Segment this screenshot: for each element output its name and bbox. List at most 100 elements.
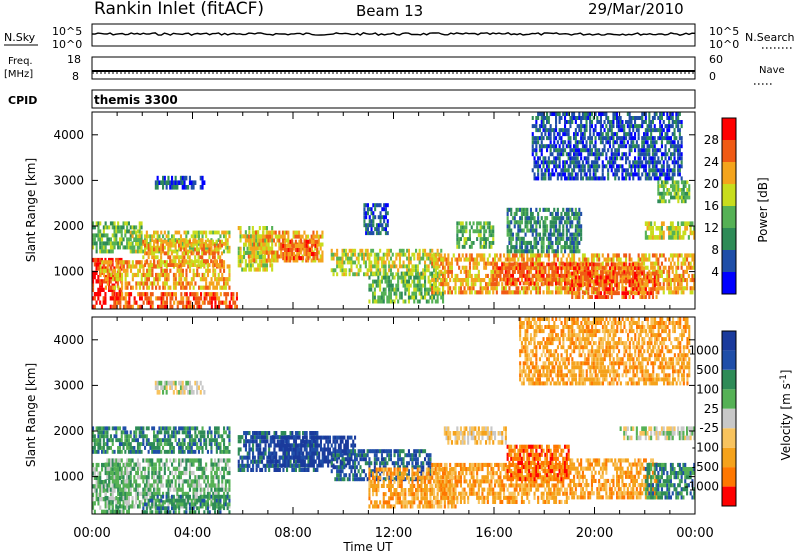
echo-cell <box>573 249 576 254</box>
echo-cell <box>144 234 147 239</box>
echo-cell <box>186 243 189 248</box>
echo-cell <box>153 239 156 244</box>
echo-cell <box>181 251 184 256</box>
echo-cell <box>510 290 513 295</box>
echo-cell <box>139 292 142 297</box>
echo-cell <box>524 286 527 291</box>
echo-cell <box>104 285 107 290</box>
echo-cell <box>511 232 514 237</box>
echo-cell <box>515 278 518 283</box>
echo-cell <box>481 225 484 230</box>
echo-cell <box>526 240 529 245</box>
echo-cell <box>294 234 297 239</box>
echo-cell <box>244 242 247 247</box>
echo-cell <box>619 270 622 274</box>
echo-cell <box>571 295 574 299</box>
echo-cell <box>564 266 567 271</box>
echo-cell <box>149 247 152 252</box>
echo-cell <box>162 296 165 301</box>
echo-cell <box>558 220 561 225</box>
echo-cell <box>551 216 554 221</box>
echo-cell <box>402 299 405 304</box>
echo-cell <box>625 279 628 284</box>
echo-cell <box>431 299 434 304</box>
echo-cell <box>151 285 154 290</box>
echo-cell <box>660 180 663 185</box>
echo-cell <box>350 248 353 253</box>
echo-cell <box>617 116 620 120</box>
echo-cell <box>583 253 586 258</box>
echo-cell <box>243 267 246 272</box>
echo-cell <box>481 244 484 249</box>
echo-cell <box>151 251 154 256</box>
echo-cell <box>383 207 386 212</box>
echo-cell <box>643 164 646 169</box>
echo-cell <box>372 231 375 236</box>
echo-cell <box>564 273 567 278</box>
echo-cell <box>551 168 554 173</box>
echo-cell <box>549 228 552 233</box>
echo-cell <box>251 250 254 255</box>
echo-cell <box>567 136 570 141</box>
echo-cell <box>436 278 439 283</box>
echo-cell <box>393 275 396 280</box>
echo-cell <box>526 277 529 282</box>
echo-cell <box>395 256 398 261</box>
echo-cell <box>237 250 240 255</box>
echo-cell <box>657 184 660 188</box>
echo-cell <box>585 176 588 181</box>
echo-cell <box>109 241 112 246</box>
echo-cell <box>219 243 222 248</box>
echo-cell <box>343 260 346 265</box>
echo-cell <box>370 248 373 253</box>
echo-cell <box>165 277 168 282</box>
echo-cell <box>314 239 317 244</box>
echo-cell <box>630 148 633 153</box>
echo-cell <box>689 253 692 258</box>
echo-cell <box>553 136 556 141</box>
echo-cell <box>492 257 495 262</box>
echo-cell <box>592 144 595 149</box>
echo-cell <box>213 263 216 267</box>
echo-cell <box>113 272 116 278</box>
echo-cell <box>590 290 593 295</box>
echo-cell <box>272 258 275 263</box>
echo-cell <box>646 235 649 240</box>
echo-cell <box>675 278 678 283</box>
echo-cell <box>646 271 649 276</box>
echo-cell <box>420 295 423 300</box>
echo-cell <box>524 265 527 270</box>
echo-cell <box>145 242 148 246</box>
echo-cell <box>637 136 640 141</box>
echo-cell <box>386 231 389 236</box>
echo-cell <box>321 230 324 235</box>
echo-cell <box>668 269 671 274</box>
echo-cell <box>272 250 275 255</box>
echo-cell <box>164 268 167 273</box>
echo-cell <box>529 240 532 245</box>
echo-cell <box>431 257 434 262</box>
echo-cell <box>206 245 209 250</box>
echo-cell <box>643 152 646 157</box>
echo-cell <box>321 250 324 255</box>
echo-cell <box>657 290 660 295</box>
echo-cell <box>614 116 617 120</box>
echo-cell <box>271 226 274 231</box>
echo-cell <box>513 270 516 274</box>
echo-cell <box>662 290 665 295</box>
echo-cell <box>659 269 662 274</box>
echo-cell <box>271 263 274 268</box>
echo-cell <box>596 279 599 284</box>
echo-cell <box>456 273 459 278</box>
echo-cell <box>666 282 669 287</box>
echo-cell <box>646 291 649 296</box>
echo-cell <box>121 260 124 265</box>
echo-cell <box>524 216 527 221</box>
echo-cell <box>623 168 626 173</box>
echo-cell <box>187 296 190 301</box>
echo-cell <box>247 234 250 239</box>
echo-cell <box>497 270 500 274</box>
echo-cell <box>215 242 218 246</box>
echo-cell <box>605 262 608 267</box>
echo-cell <box>655 282 658 287</box>
